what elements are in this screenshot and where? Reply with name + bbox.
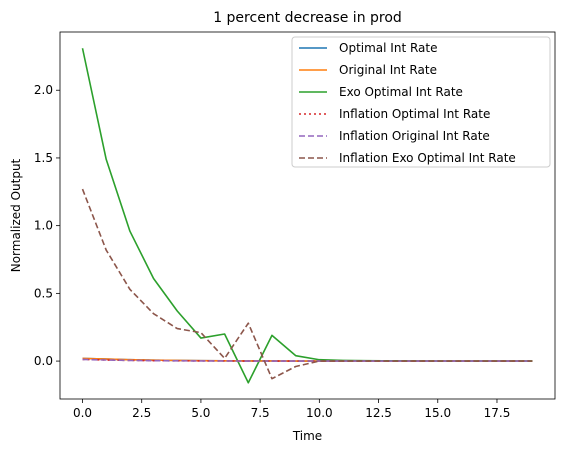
legend-box <box>291 36 551 168</box>
legend-label-4: Inflation Optimal Int Rate <box>339 107 490 121</box>
y-tick-label: 0.0 <box>34 354 53 368</box>
x-tick-label: 17.5 <box>484 406 511 420</box>
y-tick-label: 1.5 <box>34 151 53 165</box>
chart-title: 1 percent decrease in prod <box>213 10 402 26</box>
legend-label-6: Inflation Exo Optimal Int Rate <box>339 151 516 165</box>
legend-label-5: Inflation Original Int Rate <box>339 129 490 143</box>
x-tick-label: 0.0 <box>73 406 92 420</box>
y-axis-title: Normalized Output <box>9 158 23 272</box>
x-tick-label: 7.5 <box>251 406 270 420</box>
y-tick-label: 1.0 <box>34 219 53 233</box>
plot-frame <box>59 31 556 400</box>
x-tick-label: 15.0 <box>424 406 451 420</box>
legend: Optimal Int Rate Original Int Rate Exo Opt… <box>291 36 551 168</box>
legend-label-1: Optimal Int Rate <box>339 41 437 55</box>
x-axis-title: Time <box>292 429 322 443</box>
x-tick-label: 10.0 <box>306 406 333 420</box>
ticks-layer: 0.0 2.5 5.0 7.5 10.0 12.5 15.0 17.5 0.0 0.5 1.0 1.5… <box>34 83 510 420</box>
y-tick-label: 0.5 <box>34 286 53 300</box>
y-tick-label: 2.0 <box>34 83 53 97</box>
x-tick-label: 2.5 <box>132 406 151 420</box>
legend-label-3: Exo Optimal Int Rate <box>339 85 463 99</box>
series-line-5 <box>82 358 533 362</box>
series-line-6 <box>81 188 533 380</box>
x-tick-label: 5.0 <box>191 406 210 420</box>
series-layer <box>81 48 533 384</box>
legend-label-2: Original Int Rate <box>339 63 437 77</box>
x-tick-label: 12.5 <box>365 406 392 420</box>
